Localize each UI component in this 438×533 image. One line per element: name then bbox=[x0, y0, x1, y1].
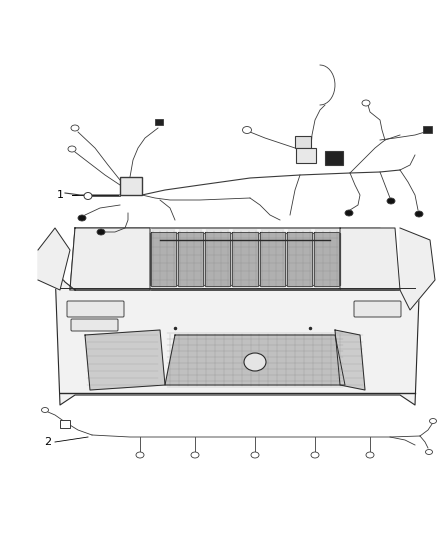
Polygon shape bbox=[287, 232, 312, 286]
Ellipse shape bbox=[68, 146, 76, 152]
Polygon shape bbox=[38, 228, 70, 290]
Polygon shape bbox=[260, 232, 285, 286]
Polygon shape bbox=[151, 232, 176, 286]
Ellipse shape bbox=[78, 215, 86, 221]
Ellipse shape bbox=[243, 126, 251, 133]
Ellipse shape bbox=[311, 452, 319, 458]
Bar bbox=[325, 151, 343, 165]
Polygon shape bbox=[70, 228, 150, 290]
Polygon shape bbox=[150, 233, 340, 285]
Polygon shape bbox=[55, 270, 420, 405]
Bar bbox=[120, 177, 142, 195]
Ellipse shape bbox=[415, 211, 423, 217]
Polygon shape bbox=[400, 228, 435, 310]
Bar bbox=[295, 136, 311, 148]
Ellipse shape bbox=[84, 192, 92, 199]
Ellipse shape bbox=[387, 198, 395, 204]
Polygon shape bbox=[205, 232, 230, 286]
Polygon shape bbox=[178, 232, 203, 286]
Ellipse shape bbox=[71, 125, 79, 131]
Polygon shape bbox=[340, 228, 400, 290]
Bar bbox=[296, 148, 316, 163]
Ellipse shape bbox=[136, 452, 144, 458]
Polygon shape bbox=[70, 228, 395, 290]
Bar bbox=[423, 126, 432, 133]
Ellipse shape bbox=[42, 408, 49, 413]
Text: 1: 1 bbox=[57, 190, 64, 200]
Polygon shape bbox=[85, 330, 165, 390]
Ellipse shape bbox=[191, 452, 199, 458]
Polygon shape bbox=[335, 330, 365, 390]
Ellipse shape bbox=[244, 353, 266, 371]
Bar bbox=[60, 420, 70, 428]
FancyBboxPatch shape bbox=[71, 319, 118, 331]
Ellipse shape bbox=[362, 100, 370, 106]
Text: 2: 2 bbox=[44, 437, 52, 447]
Polygon shape bbox=[165, 335, 345, 385]
Ellipse shape bbox=[97, 229, 105, 235]
Ellipse shape bbox=[345, 210, 353, 216]
Ellipse shape bbox=[251, 452, 259, 458]
Ellipse shape bbox=[430, 418, 437, 424]
FancyBboxPatch shape bbox=[354, 301, 401, 317]
FancyBboxPatch shape bbox=[67, 301, 124, 317]
Ellipse shape bbox=[425, 449, 432, 455]
Polygon shape bbox=[314, 232, 339, 286]
Polygon shape bbox=[233, 232, 258, 286]
Bar bbox=[155, 119, 163, 125]
Ellipse shape bbox=[366, 452, 374, 458]
